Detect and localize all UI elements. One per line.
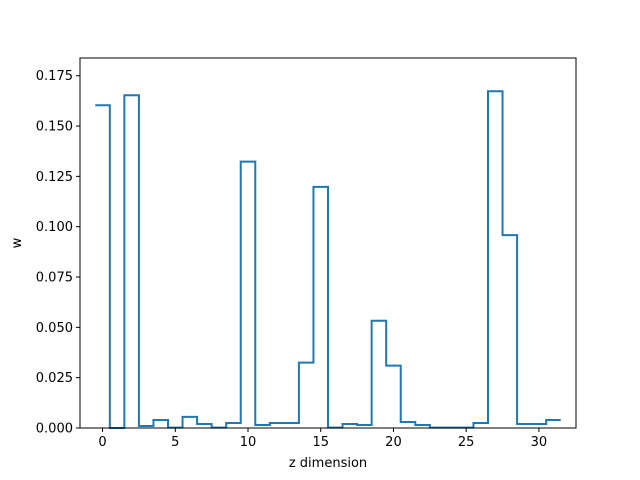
y-axis-ticks: 0.000 0.025 0.050 0.075 0.100 0.125 0.150 0.175 [36,69,80,437]
x-axis-ticks: 0 5 10 15 20 25 30 [98,428,547,450]
y-tick-label: 0.050 [36,321,73,336]
plot-area [95,90,561,429]
x-tick-label: 30 [531,435,548,450]
y-tick-label: 0.000 [36,422,73,437]
y-tick-label: 0.100 [36,220,73,235]
series-step-line-0 [95,90,561,429]
y-tick-label: 0.150 [36,120,73,135]
y-tick-label: 0.125 [36,170,73,185]
y-tick-label: 0.175 [36,69,73,84]
y-tick-label: 0.025 [36,371,73,386]
x-tick-label: 10 [240,435,257,450]
y-tick-label: 0.075 [36,271,73,286]
x-axis-label: z dimension [289,456,367,471]
x-tick-label: 5 [171,435,179,450]
axes-frame [79,57,577,429]
x-tick-label: 0 [98,435,106,450]
y-axis-label: w [10,237,25,248]
x-tick-label: 20 [385,435,402,450]
x-tick-label: 15 [312,435,329,450]
x-tick-label: 25 [458,435,475,450]
